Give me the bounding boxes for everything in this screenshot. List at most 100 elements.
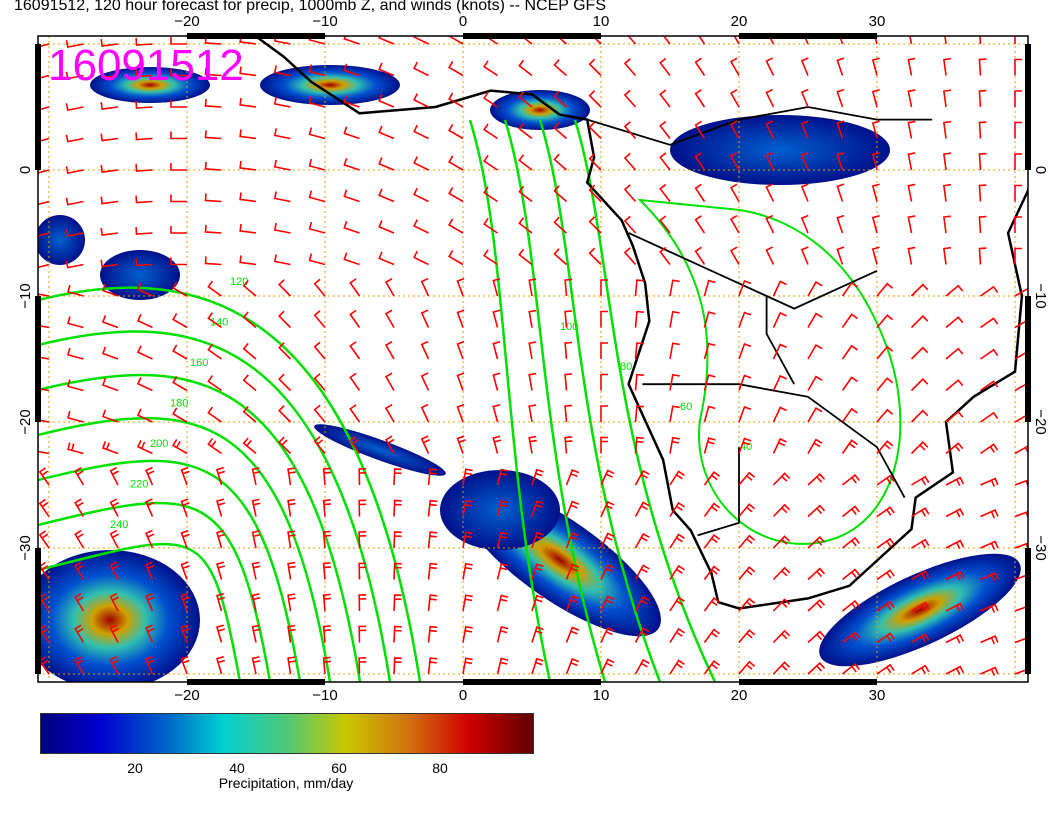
wind-barb (207, 312, 222, 329)
wind-barb (772, 406, 787, 423)
wind-barb (1014, 287, 1028, 297)
wind-barb (765, 246, 775, 265)
wind-barb (100, 70, 119, 79)
wind-barb (278, 373, 292, 392)
wind-barb (807, 438, 823, 454)
wind-barb (135, 195, 153, 204)
wind-barb (74, 498, 85, 517)
wind-barb (807, 536, 826, 549)
wind-barb (384, 435, 395, 454)
scale-bar (1025, 548, 1031, 674)
wind-barb (765, 214, 775, 234)
wind-barb (384, 309, 395, 328)
wind-barb (101, 409, 119, 423)
wind-barb (100, 165, 119, 173)
scale-bar (35, 548, 41, 674)
wind-barb (528, 372, 537, 391)
wind-barb (427, 594, 438, 612)
wind-barb (172, 313, 188, 329)
scale-bar (739, 33, 877, 39)
wind-barb (659, 246, 671, 265)
wind-barb (772, 629, 791, 644)
wind-barb (553, 153, 568, 171)
wind-barb (393, 562, 402, 580)
wind-barb (207, 438, 222, 455)
wind-barb (172, 407, 188, 423)
wind-barb (807, 473, 826, 486)
wind-barb (273, 254, 291, 266)
wind-barb (669, 405, 680, 423)
wind-barb (251, 624, 261, 643)
wind-barb (980, 509, 999, 519)
wind-barb (907, 57, 916, 76)
wind-barb (634, 658, 650, 675)
wind-barb (462, 531, 473, 549)
wind-barb (273, 128, 291, 140)
wind-barb (136, 282, 153, 297)
wind-barb (239, 160, 257, 171)
wind-barb (836, 183, 845, 202)
wind-barb (378, 188, 395, 203)
wind-barb (378, 94, 395, 108)
wind-barb (703, 565, 721, 580)
wind-barb (694, 215, 706, 234)
africa-coastline (253, 36, 1028, 610)
scale-bar (1025, 296, 1031, 422)
wind-barb (669, 342, 680, 360)
wind-barb (1014, 510, 1028, 520)
wind-barb (634, 342, 644, 360)
wind-barb (101, 283, 119, 297)
wind-barb (67, 316, 84, 329)
wind-barb (911, 601, 930, 612)
wind-barb (67, 347, 84, 360)
wind-barb (553, 216, 568, 234)
wind-barb (669, 533, 685, 549)
wind-barb (448, 61, 464, 77)
wind-barb (496, 531, 509, 549)
wind-barb (38, 106, 50, 111)
wind-barb (807, 504, 826, 518)
wind-barb (172, 281, 188, 297)
wind-barb (634, 564, 650, 580)
wind-barb (67, 379, 84, 392)
wind-barb (703, 659, 721, 675)
colorbar-tick: 40 (229, 760, 245, 776)
wind-barb (943, 215, 951, 234)
wind-barb (216, 592, 226, 612)
wind-barb (483, 217, 498, 234)
wind-barb (800, 88, 809, 108)
wind-barb (518, 248, 533, 266)
wind-barb (698, 36, 706, 45)
wind-barb (800, 120, 809, 139)
wind-barb (308, 95, 326, 108)
wind-barb (101, 346, 119, 360)
wind-barb (239, 66, 257, 77)
wind-barb (308, 127, 326, 140)
wind-barb (38, 467, 50, 486)
wind-barb (1014, 153, 1022, 170)
wind-barb (242, 311, 257, 329)
wind-barb (251, 467, 261, 486)
contour-label: 100 (560, 321, 578, 333)
wind-barb (800, 214, 809, 234)
scale-bar (187, 679, 325, 685)
wind-barb (659, 89, 671, 108)
wind-barb (170, 163, 187, 171)
wind-barb (694, 89, 706, 108)
wind-barb (841, 439, 858, 454)
wind-barb (413, 124, 429, 140)
wind-barb (384, 277, 395, 297)
wind-barb (448, 250, 464, 266)
wind-barb (1014, 184, 1022, 202)
wind-barb (553, 90, 568, 108)
wind-barb (738, 279, 752, 297)
wind-barb (38, 444, 50, 455)
wind-barb (910, 409, 929, 423)
wind-barb (600, 595, 615, 612)
wind-barb (145, 592, 155, 612)
wind-barb (420, 340, 430, 360)
wind-barb (841, 473, 860, 486)
lon-tick-label: 30 (869, 13, 886, 30)
wind-barb (204, 67, 222, 77)
wind-barb (427, 531, 438, 549)
